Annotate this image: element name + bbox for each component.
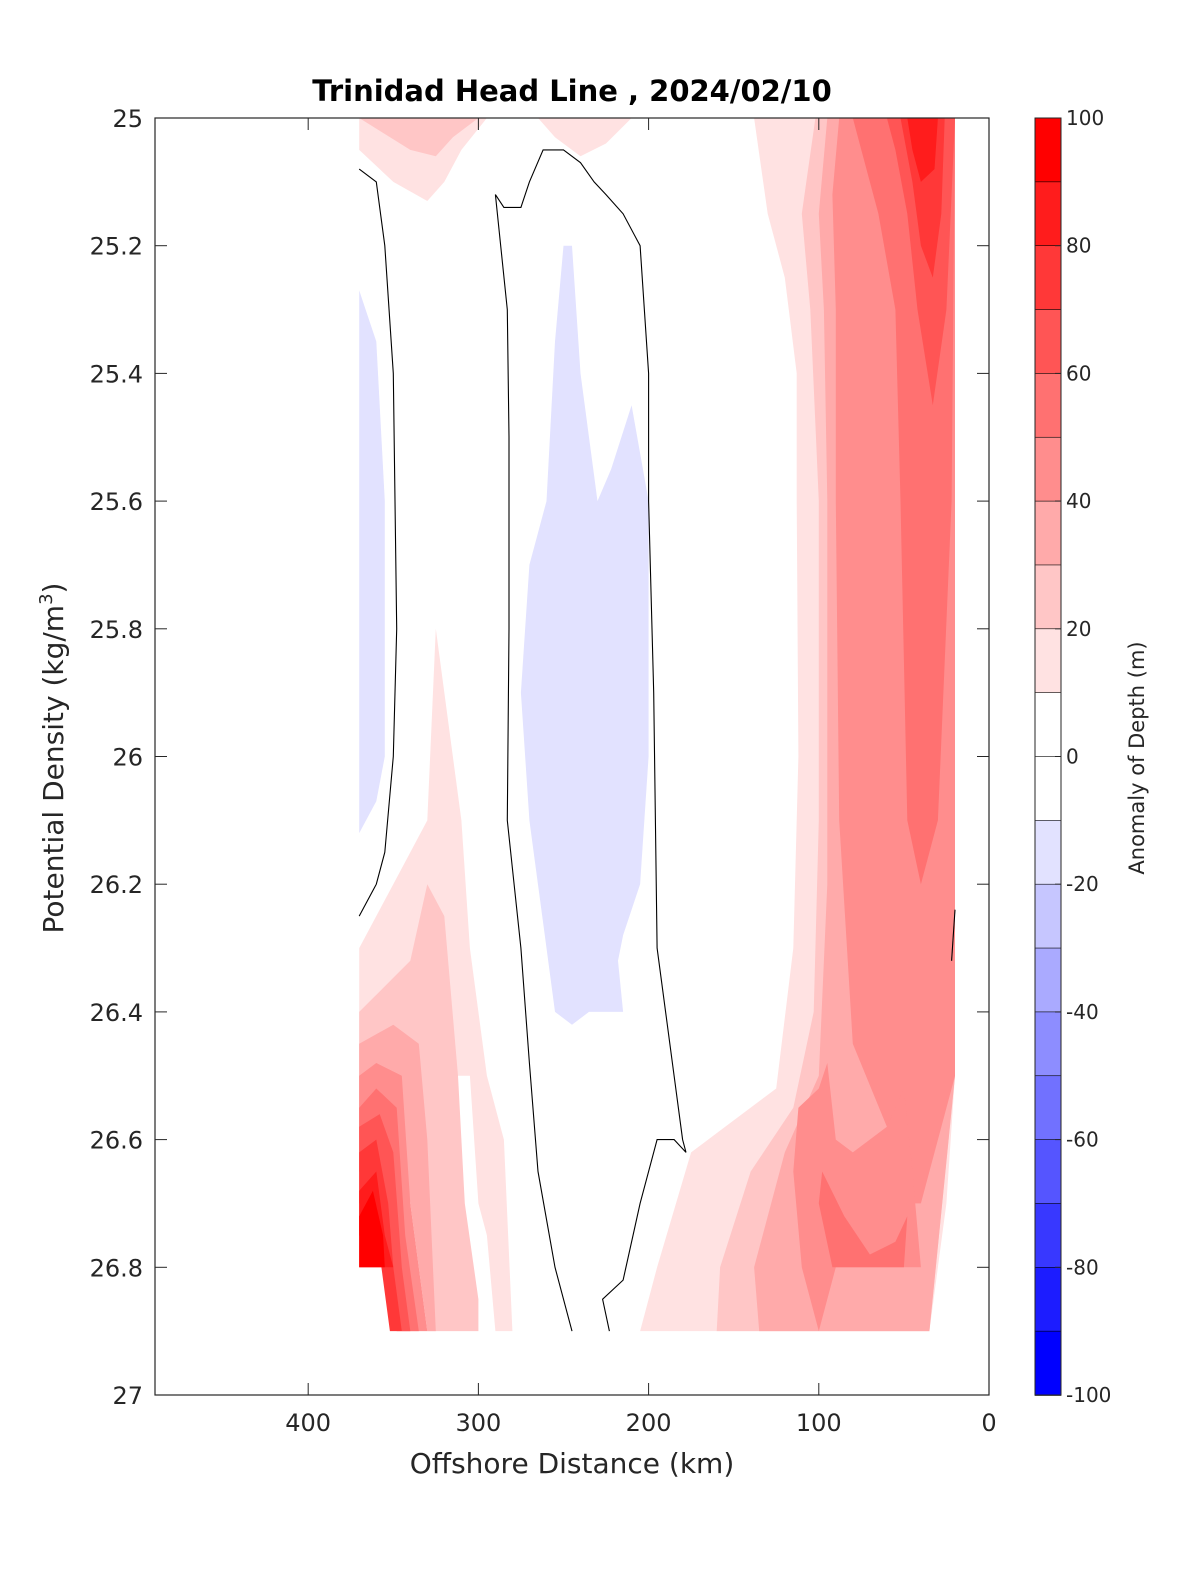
colorbar-band-60-70 [1034,309,1062,375]
zero-contours [358,149,956,1332]
colorbar-band-30-40 [1034,500,1062,566]
y-tick-label-26: 26 [112,744,143,772]
colorbar-tick-label--20: -20 [1066,872,1099,896]
colorbar-band--40--30 [1034,947,1062,1013]
contour-region-top-offshore-band-30 [359,118,479,157]
colorbar-band-80-90 [1034,181,1062,247]
colorbar: 100 80 60 40 20 0 -20 -40 -60 -80 -100 [1034,106,1111,1407]
colorbar-band--80--70 [1034,1203,1062,1269]
colorbar-band-20-30 [1034,564,1062,630]
colorbar-tick-label-40: 40 [1066,489,1091,513]
colorbar-tick-label-20: 20 [1066,617,1091,641]
colorbar-tick-label-0: 0 [1066,745,1079,769]
y-tick-label-26.6: 26.6 [90,1127,143,1155]
axis-ticks: 400 300 200 100 0 25 25.2 25.4 25.6 25.8 26 26.2 26.… [90,105,997,1437]
y-tick-label-25.2: 25.2 [90,233,143,261]
colorbar-band--90--80 [1034,1267,1062,1332]
colorbar-tick-label--80: -80 [1066,1255,1099,1279]
chart-title: Trinidad Head Line , 2024/02/10 [312,74,832,108]
colorbar-bands [1034,117,1062,1396]
y-axis-title-main: Potential Density (kg/m [37,605,70,934]
colorbar-band-40-50 [1034,436,1062,502]
colorbar-tick-label--40: -40 [1066,1000,1099,1024]
x-axis-title: Offshore Distance (km) [410,1447,735,1480]
y-tick-label-26.8: 26.8 [90,1254,143,1282]
contour-region-nearshore-core-90 [907,118,938,182]
zero-contour-offshore [358,168,398,917]
contour-region-negative-outer [359,290,385,834]
colorbar-band--70--60 [1034,1139,1062,1205]
zero-contour-nearshore [951,909,956,961]
colorbar-band-70-80 [1034,245,1062,311]
y-tick-label-25.8: 25.8 [90,616,143,644]
y-tick-label-27: 27 [112,1382,143,1410]
contour-region-negative-inner [520,245,649,1025]
y-tick-label-25: 25 [112,105,143,133]
y-axis-title: Potential Density (kg/m3) [36,583,70,934]
colorbar-band--10-0 [1034,756,1062,822]
colorbar-tick-label--100: -100 [1066,1383,1111,1407]
colorbar-band-90-100 [1034,117,1062,183]
x-tick-label-200: 200 [626,1409,672,1437]
contour-region-deep-band-60 [818,1171,908,1268]
colorbar-band--60--50 [1034,1075,1062,1141]
y-tick-label-25.6: 25.6 [90,488,143,516]
y-tick-label-26.4: 26.4 [90,999,143,1027]
zero-contour-middle [494,149,687,1332]
y-axis-title-superscript: 3 [36,593,57,604]
x-tick-label-400: 400 [285,1409,331,1437]
colorbar-band-10-20 [1034,628,1062,694]
colorbar-band--50--40 [1034,1011,1062,1077]
y-tick-label-26.2: 26.2 [90,871,143,899]
contour-region-offshore-core-100 [359,1190,385,1268]
colorbar-tick-label-80: 80 [1066,234,1091,258]
colorbar-band--30--20 [1034,883,1062,949]
x-tick-label-300: 300 [455,1409,501,1437]
x-tick-label-0: 0 [981,1409,996,1437]
plot-area: 400 300 200 100 0 25 25.2 25.4 25.6 25.8 26 26.2 26.… [90,105,997,1437]
colorbar-band-50-60 [1034,373,1062,439]
y-tick-label-25.4: 25.4 [90,360,143,388]
colorbar-tick-label-100: 100 [1066,106,1104,130]
colorbar-tick-label--60: -60 [1066,1128,1099,1152]
contour-regions [359,118,955,1332]
y-axis-title-suffix: ) [37,583,70,594]
colorbar-band--20--10 [1034,820,1062,885]
colorbar-ticks: 100 80 60 40 20 0 -20 -40 -60 -80 -100 [1055,106,1111,1407]
colorbar-tick-label-60: 60 [1066,361,1091,385]
x-tick-label-100: 100 [796,1409,842,1437]
colorbar-band-0-10 [1034,692,1062,758]
colorbar-band--100--90 [1034,1330,1062,1396]
colorbar-title: Anomaly of Depth (m) [1125,641,1149,874]
